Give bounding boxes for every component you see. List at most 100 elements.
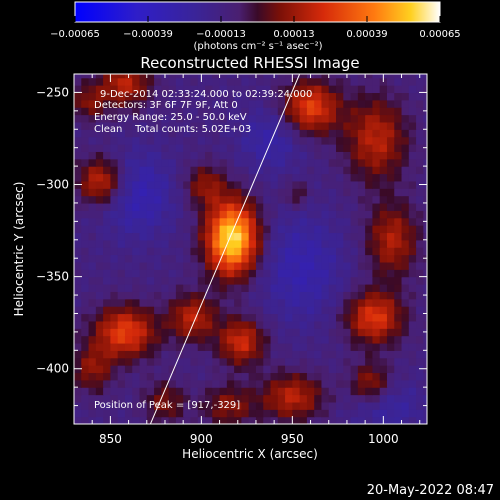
heatmap-cell <box>110 320 119 329</box>
heatmap-cell <box>394 129 403 138</box>
heatmap-cell <box>292 269 301 278</box>
heatmap-cell <box>408 144 417 152</box>
heatmap-cell <box>81 365 90 374</box>
heatmap-cell <box>205 298 213 307</box>
heatmap-cell <box>263 247 272 256</box>
heatmap-cell <box>81 394 90 403</box>
heatmap-cell <box>219 298 228 307</box>
heatmap-cell <box>277 394 286 403</box>
heatmap-cell <box>103 306 111 315</box>
heatmap-cell <box>255 365 264 374</box>
heatmap-cell <box>132 114 141 123</box>
heatmap-cell <box>270 239 279 248</box>
heatmap-cell <box>205 180 213 189</box>
heatmap-cell <box>379 144 388 152</box>
heatmap-cell <box>219 379 228 388</box>
heatmap-cell <box>365 210 374 219</box>
heatmap-cell <box>263 202 272 211</box>
heatmap-cell <box>88 306 97 315</box>
heatmap-cell <box>205 291 213 300</box>
heatmap-cell <box>110 166 119 175</box>
heatmap-cell <box>408 225 417 234</box>
heatmap-cell <box>416 284 424 292</box>
heatmap-cell <box>81 342 90 351</box>
heatmap-cell <box>88 114 97 123</box>
heatmap-cell <box>394 357 403 366</box>
heatmap-cell <box>416 114 424 123</box>
heatmap-cell <box>190 313 199 322</box>
heatmap-cell <box>154 342 162 351</box>
heatmap-cell <box>175 357 184 366</box>
heatmap-cell <box>117 387 126 396</box>
heatmap-cell <box>285 136 293 145</box>
heatmap-cell <box>263 85 272 94</box>
heatmap-cell <box>175 74 184 79</box>
heatmap-cell <box>321 401 330 410</box>
heatmap-cell <box>234 195 242 204</box>
heatmap-cell <box>241 409 250 418</box>
heatmap-cell <box>212 99 221 108</box>
heatmap-cell <box>263 401 272 410</box>
heatmap-cell <box>81 387 90 396</box>
heatmap-cell <box>88 92 97 101</box>
heatmap-cell <box>328 144 337 152</box>
heatmap-cell <box>175 85 184 94</box>
heatmap-cell <box>248 387 257 396</box>
heatmap-cell <box>190 247 199 256</box>
heatmap-cell <box>212 335 221 344</box>
heatmap-cell <box>234 217 242 226</box>
heatmap-cell <box>95 335 104 344</box>
heatmap-cell <box>277 107 286 116</box>
heatmap-cell <box>95 77 104 86</box>
heatmap-cell <box>328 173 337 182</box>
heatmap-cell <box>285 313 293 322</box>
heatmap-cell <box>277 239 286 248</box>
heatmap-cell <box>226 254 235 263</box>
heatmap-cell <box>372 107 381 116</box>
heatmap-cell <box>183 284 192 292</box>
heatmap-cell <box>321 144 330 152</box>
heatmap-cell <box>408 387 417 396</box>
heatmap-cell <box>103 92 111 101</box>
heatmap-cell <box>103 357 111 366</box>
heatmap-cell <box>212 342 221 351</box>
heatmap-cell <box>321 298 330 307</box>
heatmap-cell <box>117 114 126 123</box>
heatmap-cell <box>154 158 162 167</box>
heatmap-cell <box>386 313 395 322</box>
heatmap-cell <box>343 306 352 315</box>
heatmap-cell <box>212 136 221 145</box>
heatmap-cell <box>175 114 184 123</box>
heatmap-cell <box>321 254 330 263</box>
heatmap-cell <box>241 74 250 79</box>
heatmap-cell <box>372 313 381 322</box>
heatmap-cell <box>386 372 395 381</box>
heatmap-cell <box>372 254 381 263</box>
heatmap-cell <box>183 409 192 418</box>
heatmap-cell <box>386 276 395 285</box>
heatmap-cell <box>248 144 257 152</box>
heatmap-cell <box>183 247 192 256</box>
heatmap-cell <box>292 158 301 167</box>
heatmap-cell <box>357 254 366 263</box>
heatmap-cell <box>386 394 395 403</box>
heatmap-cell <box>190 210 199 219</box>
heatmap-cell <box>110 188 119 197</box>
heatmap-cell <box>205 335 213 344</box>
heatmap-cell <box>117 166 126 175</box>
heatmap-cell <box>183 335 192 344</box>
heatmap-cell <box>212 276 221 285</box>
heatmap-cell <box>277 416 286 424</box>
heatmap-cell <box>241 217 250 226</box>
heatmap-cell <box>263 254 272 263</box>
heatmap-cell <box>117 129 126 138</box>
heatmap-cell <box>219 202 228 211</box>
heatmap-cell <box>190 284 199 292</box>
heatmap-cell <box>285 401 293 410</box>
heatmap-cell <box>306 158 315 167</box>
heatmap-cell <box>350 379 359 388</box>
heatmap-cell <box>234 387 242 396</box>
heatmap-cell <box>117 320 126 329</box>
heatmap-cell <box>241 151 250 160</box>
heatmap-cell <box>270 394 279 403</box>
